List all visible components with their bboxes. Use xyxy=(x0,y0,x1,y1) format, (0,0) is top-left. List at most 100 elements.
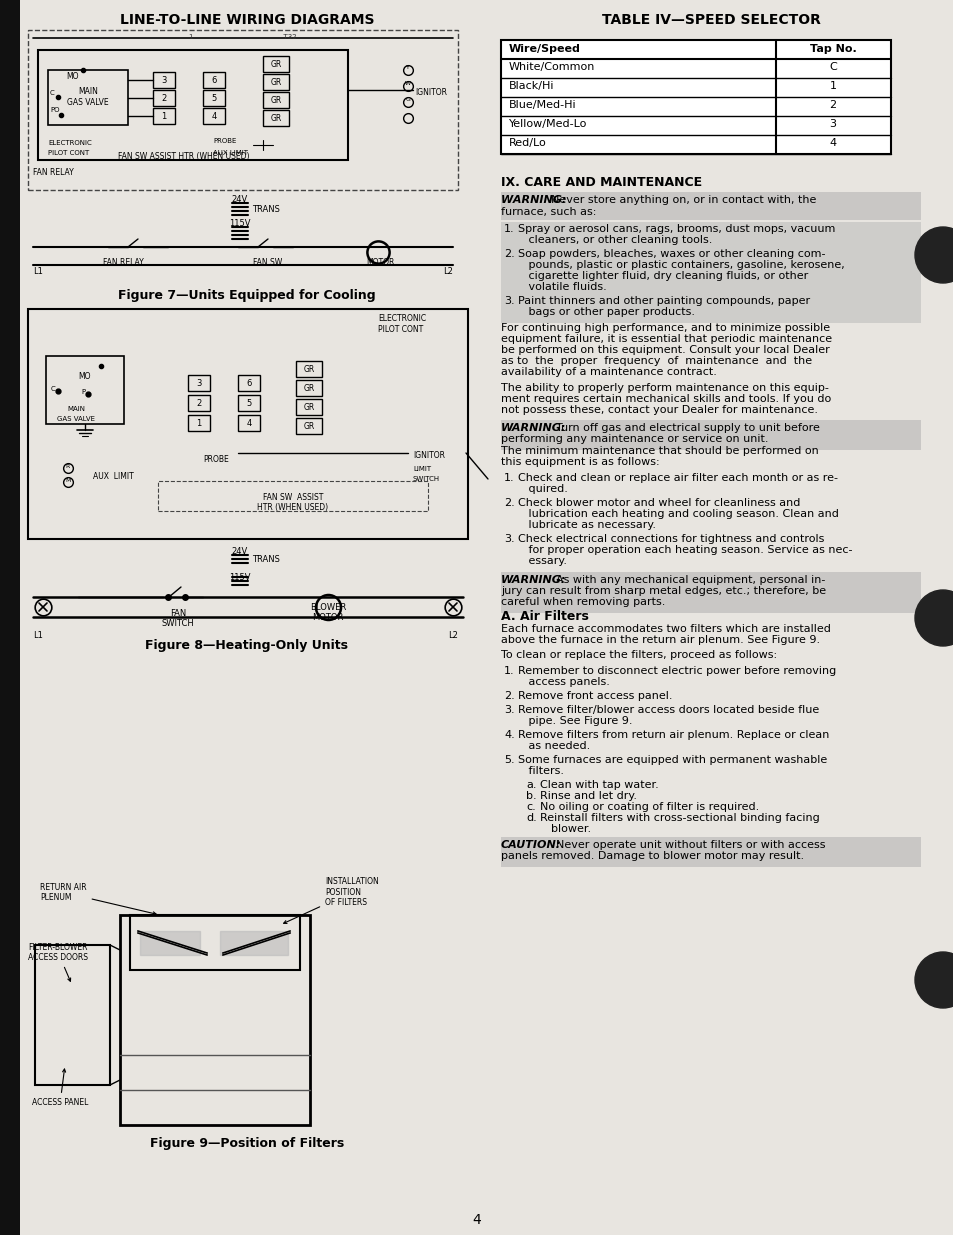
Text: above the furnace in the return air plenum. See Figure 9.: above the furnace in the return air plen… xyxy=(500,635,820,645)
Polygon shape xyxy=(140,931,200,955)
Text: Black/Hi: Black/Hi xyxy=(509,82,554,91)
Text: M: M xyxy=(65,478,71,483)
Text: W: W xyxy=(404,80,411,85)
Text: PO: PO xyxy=(50,107,59,112)
Bar xyxy=(500,40,890,154)
Text: not possess these, contact your Dealer for maintenance.: not possess these, contact your Dealer f… xyxy=(500,405,817,415)
Text: L2: L2 xyxy=(448,631,457,640)
Text: PILOT CONT: PILOT CONT xyxy=(377,325,423,333)
Text: MAIN: MAIN xyxy=(78,86,98,96)
Text: Remember to disconnect electric power before removing: Remember to disconnect electric power be… xyxy=(517,666,836,676)
Text: A. Air Filters: A. Air Filters xyxy=(500,610,588,622)
Text: lubricate as necessary.: lubricate as necessary. xyxy=(517,520,656,530)
Bar xyxy=(500,222,920,324)
Text: cleaners, or other cleaning tools.: cleaners, or other cleaning tools. xyxy=(517,235,712,245)
Text: careful when removing parts.: careful when removing parts. xyxy=(500,597,664,606)
Text: L1: L1 xyxy=(33,631,43,640)
Text: Rinse and let dry.: Rinse and let dry. xyxy=(539,790,637,802)
Text: L1: L1 xyxy=(33,267,43,275)
Text: 1                                        T32: 1 T32 xyxy=(189,35,296,40)
Text: 2: 2 xyxy=(196,399,201,408)
Polygon shape xyxy=(220,931,288,955)
Text: a.: a. xyxy=(525,781,536,790)
Text: Red/Lo: Red/Lo xyxy=(509,138,546,148)
Text: GR: GR xyxy=(303,403,314,411)
Text: MO: MO xyxy=(66,72,78,82)
Text: 6: 6 xyxy=(212,75,216,84)
Bar xyxy=(158,480,428,511)
Text: Never operate unit without filters or with access: Never operate unit without filters or wi… xyxy=(556,840,824,850)
Text: 4: 4 xyxy=(828,138,836,148)
Text: Soap powders, bleaches, waxes or other cleaning com-: Soap powders, bleaches, waxes or other c… xyxy=(517,249,824,259)
Text: b.: b. xyxy=(525,790,536,802)
Bar xyxy=(48,70,128,125)
Text: be performed on this equipment. Consult your local Dealer: be performed on this equipment. Consult … xyxy=(500,345,829,354)
Text: FAN SW  ASSIST: FAN SW ASSIST xyxy=(262,493,323,501)
Text: GAS VALVE: GAS VALVE xyxy=(67,98,109,107)
Text: C: C xyxy=(50,90,54,96)
Text: 3: 3 xyxy=(828,119,836,128)
Text: FAN RELAY: FAN RELAY xyxy=(33,168,73,177)
Text: ment requires certain mechanical skills and tools. If you do: ment requires certain mechanical skills … xyxy=(500,394,830,404)
Bar xyxy=(500,420,920,450)
Bar xyxy=(120,915,310,1125)
Text: PILOT CONT: PILOT CONT xyxy=(48,149,90,156)
Text: furnace, such as:: furnace, such as: xyxy=(500,207,596,217)
Text: TRANS: TRANS xyxy=(252,205,279,214)
Text: filters.: filters. xyxy=(517,766,563,776)
Bar xyxy=(35,945,110,1086)
Bar xyxy=(263,91,289,107)
Text: panels removed. Damage to blower motor may result.: panels removed. Damage to blower motor m… xyxy=(500,851,803,861)
Circle shape xyxy=(914,227,953,283)
Text: AUX  LIMIT: AUX LIMIT xyxy=(92,472,133,480)
Text: GAS VALVE: GAS VALVE xyxy=(57,416,95,422)
Text: ACCESS PANEL: ACCESS PANEL xyxy=(32,1070,89,1107)
Bar xyxy=(295,417,322,433)
Bar xyxy=(203,90,225,106)
Text: this equipment is as follows:: this equipment is as follows: xyxy=(500,457,659,467)
Text: essary.: essary. xyxy=(517,556,566,566)
Bar xyxy=(500,191,920,220)
Text: IGNITOR: IGNITOR xyxy=(413,451,444,459)
Bar xyxy=(500,837,920,867)
Bar xyxy=(203,107,225,124)
Bar xyxy=(263,110,289,126)
Text: as to  the  proper  frequency  of  maintenance  and  the: as to the proper frequency of maintenanc… xyxy=(500,356,811,366)
Text: WARNING:: WARNING: xyxy=(500,424,566,433)
Text: 1: 1 xyxy=(828,82,836,91)
Text: HTR (WHEN USED): HTR (WHEN USED) xyxy=(257,503,328,513)
Text: Check blower motor and wheel for cleanliness and: Check blower motor and wheel for cleanli… xyxy=(517,498,800,508)
Text: Blue/Med-Hi: Blue/Med-Hi xyxy=(509,100,576,110)
Text: Reinstall filters with cross-sectional binding facing: Reinstall filters with cross-sectional b… xyxy=(539,813,819,823)
Text: bags or other paper products.: bags or other paper products. xyxy=(517,308,695,317)
Text: jury can result from sharp metal edges, etc.; therefore, be: jury can result from sharp metal edges, … xyxy=(500,585,825,597)
Text: ELECTRONIC: ELECTRONIC xyxy=(377,314,426,324)
Text: CAUTION:: CAUTION: xyxy=(500,840,560,850)
Text: FILTER-BLOWER
ACCESS DOORS: FILTER-BLOWER ACCESS DOORS xyxy=(28,942,88,982)
Text: 1.: 1. xyxy=(503,224,514,233)
Text: GR: GR xyxy=(270,78,281,86)
Text: Figure 7—Units Equipped for Cooling: Figure 7—Units Equipped for Cooling xyxy=(118,289,375,303)
Bar xyxy=(152,90,174,106)
Bar xyxy=(203,72,225,88)
Text: 1.: 1. xyxy=(503,666,514,676)
Bar xyxy=(295,380,322,396)
Text: FAN SW: FAN SW xyxy=(253,258,282,267)
Text: 24V: 24V xyxy=(232,195,248,204)
Text: availability of a maintenance contract.: availability of a maintenance contract. xyxy=(500,367,716,377)
Text: Clean with tap water.: Clean with tap water. xyxy=(539,781,659,790)
Bar xyxy=(237,415,260,431)
Text: Remove front access panel.: Remove front access panel. xyxy=(517,692,672,701)
Text: for proper operation each heating season. Service as nec-: for proper operation each heating season… xyxy=(517,545,852,555)
Text: GR: GR xyxy=(303,364,314,373)
Text: MOTOR: MOTOR xyxy=(312,613,343,622)
Text: Wire/Speed: Wire/Speed xyxy=(509,44,580,54)
Text: pounds, plastic or plastic containers, gasoline, kerosene,: pounds, plastic or plastic containers, g… xyxy=(517,261,843,270)
Text: White/Common: White/Common xyxy=(509,62,595,72)
Text: AUX LIMIT: AUX LIMIT xyxy=(213,149,248,156)
Text: ELECTRONIC: ELECTRONIC xyxy=(48,140,91,146)
Text: FAN RELAY: FAN RELAY xyxy=(103,258,143,267)
Bar xyxy=(295,399,322,415)
Text: Figure 8—Heating-Only Units: Figure 8—Heating-Only Units xyxy=(146,638,348,652)
Text: Figure 9—Position of Filters: Figure 9—Position of Filters xyxy=(150,1137,344,1150)
